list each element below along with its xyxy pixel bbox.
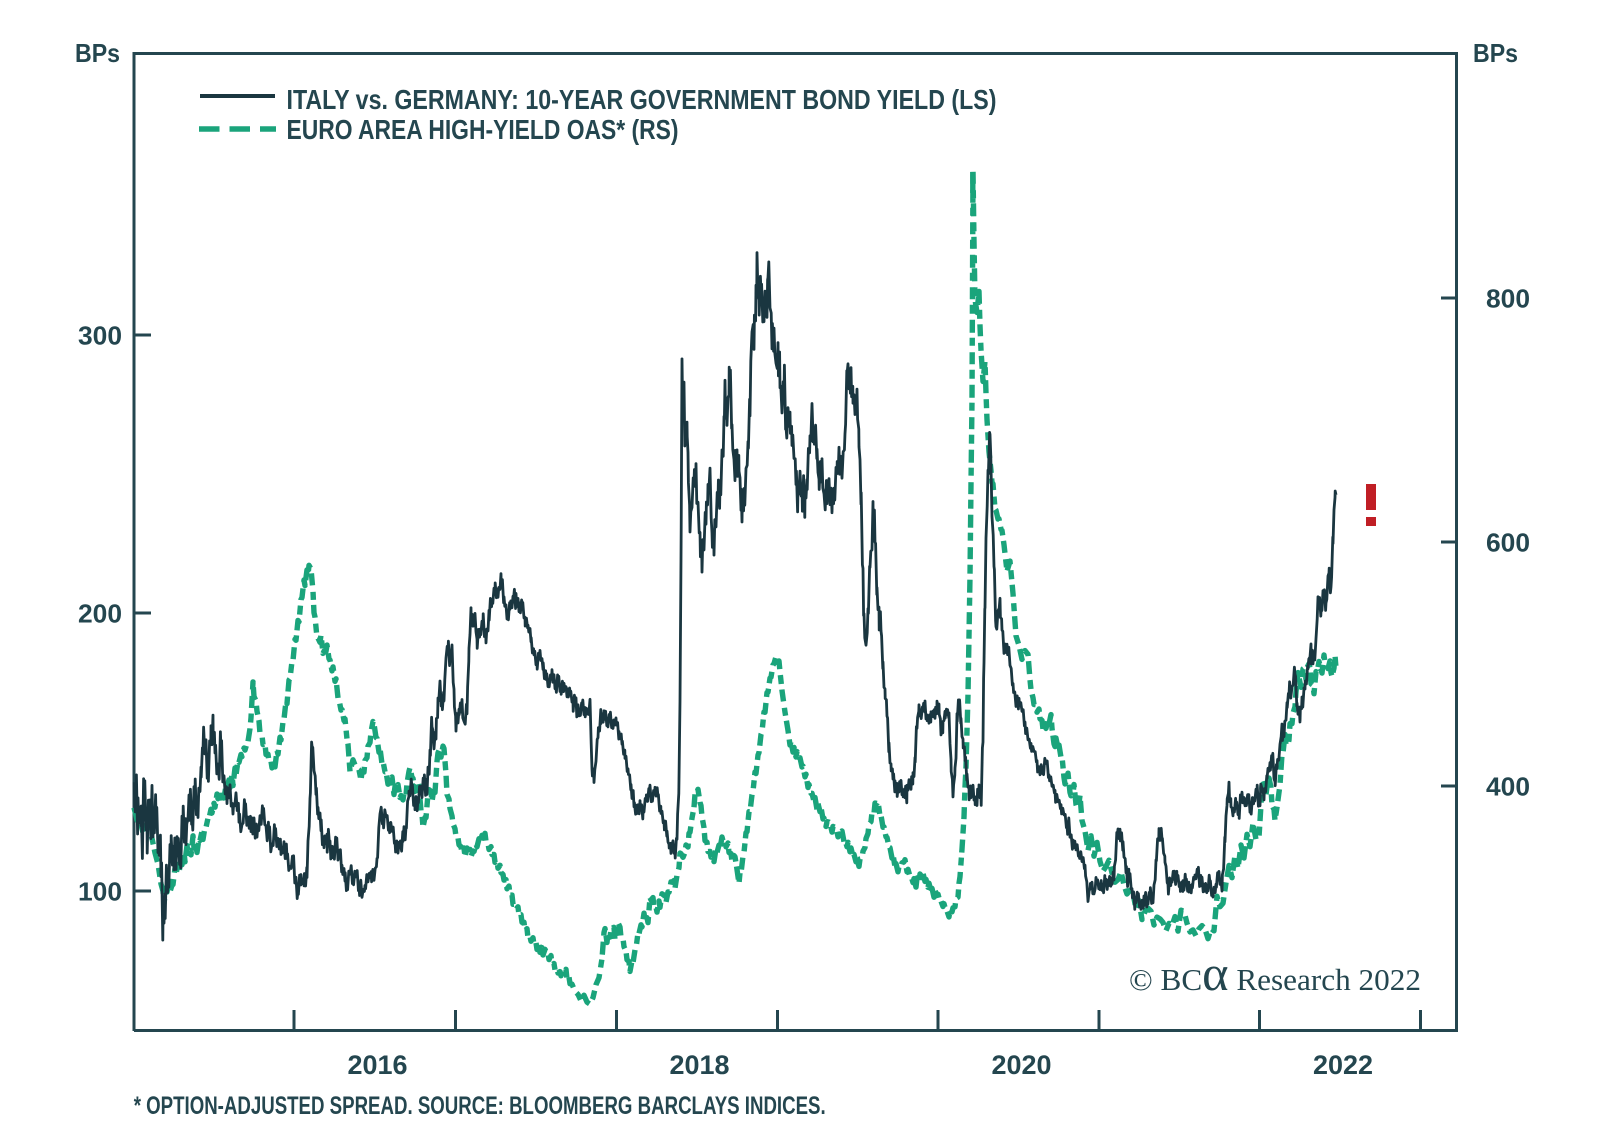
svg-text:EURO AREA HIGH-YIELD OAS* (RS): EURO AREA HIGH-YIELD OAS* (RS) [287, 114, 679, 145]
svg-text:BPs: BPs [75, 38, 120, 68]
svg-text:400: 400 [1486, 772, 1530, 802]
svg-text:2020: 2020 [992, 1050, 1052, 1080]
svg-text:* OPTION-ADJUSTED SPREAD. SOUR: * OPTION-ADJUSTED SPREAD. SOURCE: BLOOMB… [134, 1092, 826, 1120]
svg-text:800: 800 [1486, 284, 1530, 314]
svg-text:100: 100 [78, 877, 122, 907]
svg-text:300: 300 [78, 321, 122, 351]
svg-text:200: 200 [78, 599, 122, 629]
svg-text:2022: 2022 [1313, 1050, 1373, 1080]
svg-text:BPs: BPs [1473, 38, 1518, 68]
svg-text:600: 600 [1486, 528, 1530, 558]
svg-text:2018: 2018 [670, 1050, 730, 1080]
svg-text:ITALY vs. GERMANY: 10-YEAR GOV: ITALY vs. GERMANY: 10-YEAR GOVERNMENT BO… [287, 84, 997, 115]
svg-text:2016: 2016 [348, 1050, 408, 1080]
